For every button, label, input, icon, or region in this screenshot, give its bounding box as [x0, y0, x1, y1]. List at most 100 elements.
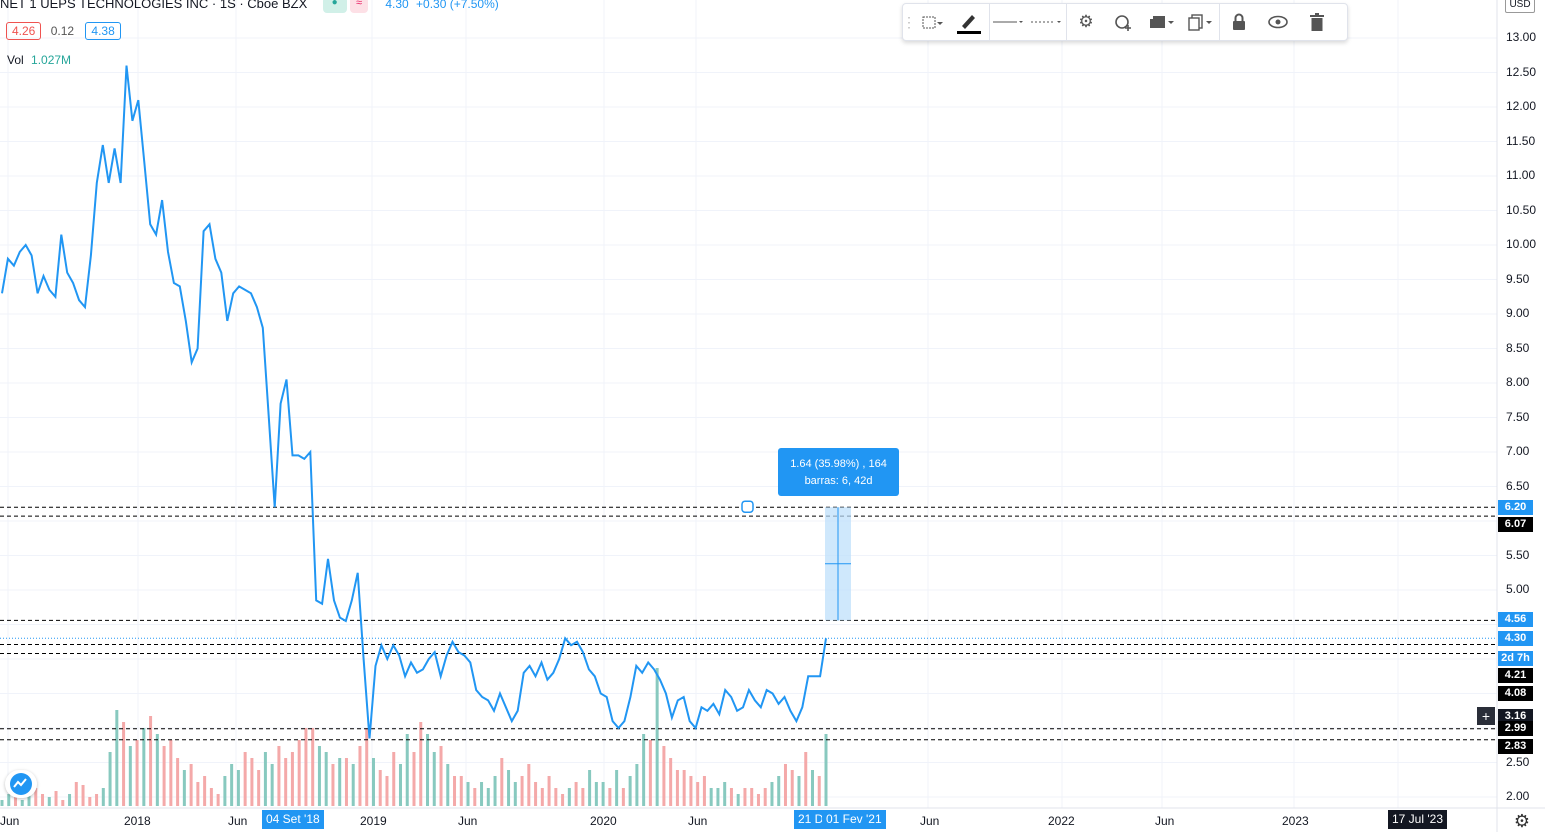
volume-bar [756, 794, 760, 806]
volume-bar [263, 752, 267, 806]
volume-bar [669, 758, 673, 806]
volume-bar [182, 770, 186, 806]
price-axis-label: 5.00 [1506, 582, 1530, 596]
volume-bar [189, 764, 193, 806]
volume-bar [135, 740, 139, 806]
volume-bar [594, 782, 598, 806]
volume-bar [392, 752, 396, 806]
volume-bar [628, 776, 632, 806]
volume-bar [750, 788, 754, 806]
volume-bar [243, 752, 247, 806]
volume-bar [689, 776, 693, 806]
copy-icon[interactable] [1181, 4, 1219, 40]
volume-bar [419, 722, 423, 806]
add-price-level-icon[interactable]: + [1477, 707, 1495, 725]
volume-bar [250, 758, 254, 806]
symbol-title: NET 1 UEPS TECHNOLOGIES INC · 1S · Cboe … [0, 0, 308, 11]
lock-icon[interactable] [1220, 4, 1258, 40]
price-tag: 2d 7h [1498, 651, 1533, 666]
tradingview-logo[interactable] [5, 770, 37, 798]
price-tag: 4.56 [1498, 612, 1533, 627]
volume-bar [507, 770, 511, 806]
price-tag: 6.07 [1498, 517, 1533, 532]
currency-label[interactable]: USD [1505, 0, 1535, 13]
volume-bar [635, 764, 639, 806]
line-style-icon[interactable] [990, 4, 1028, 40]
price-change: +0.30 (+7.50%) [416, 0, 499, 11]
volume-bar [101, 788, 105, 806]
time-axis-label: Jun [0, 814, 20, 828]
price-axis-label: 2.50 [1506, 754, 1530, 769]
time-axis-label: 2019 [360, 814, 387, 828]
volume-bar [574, 782, 578, 806]
volume-bar [567, 788, 571, 806]
volume-bar [588, 770, 592, 806]
volume-bar [716, 788, 720, 806]
settings-icon[interactable]: ⚙ [1078, 12, 1094, 31]
visibility-toggle-icon[interactable]: ● [322, 0, 347, 13]
bid-badge[interactable]: 4.26 [6, 22, 42, 40]
time-axis-label: 2018 [124, 814, 151, 828]
volume-bar [561, 794, 565, 806]
volume-bar [297, 740, 301, 806]
volume-bar [824, 734, 828, 806]
price-tag: 4.21 [1498, 668, 1533, 683]
legend-main: NET 1 UEPS TECHNOLOGIES INC · 1S · Cboe … [0, 0, 499, 13]
legend-quote: 4.26 0.12 4.38 [6, 22, 127, 40]
volume-bar [290, 752, 294, 806]
volume-bar [61, 800, 65, 806]
volume-bar [95, 794, 99, 806]
volume-bar [527, 764, 531, 806]
price-series-line [1, 65, 827, 739]
measure-tooltip-line2: barras: 6, 42d [804, 475, 873, 487]
price-axis-label: 9.00 [1506, 306, 1530, 320]
volume-bar [358, 746, 362, 806]
volume-bar [41, 794, 45, 806]
volume-bar [426, 734, 430, 806]
volume-bar [736, 794, 740, 806]
volume-bar [230, 764, 234, 806]
volume-bar [662, 746, 666, 806]
drag-handle-icon[interactable]: ⋮ [902, 13, 916, 30]
volume-bar [405, 734, 409, 806]
clone-icon[interactable] [1105, 4, 1143, 40]
price-axis-label: 9.50 [1506, 271, 1530, 286]
price-axis-label: 11.00 [1506, 168, 1536, 182]
volume-bar [128, 746, 132, 806]
volume-bar [621, 788, 625, 806]
settings-toggle-icon[interactable]: ≈ [349, 0, 368, 13]
dash-style-icon[interactable] [1028, 4, 1066, 40]
measure-handle [741, 500, 754, 513]
volume-bar [196, 782, 200, 806]
volume-bar [459, 776, 463, 806]
volume-bar [317, 746, 321, 806]
fill-icon[interactable] [1143, 4, 1181, 40]
volume-bar [513, 782, 517, 806]
trash-icon[interactable] [1298, 4, 1336, 40]
measure-tooltip: 1.64 (35.98%) , 164 barras: 6, 42d [778, 448, 899, 496]
time-axis-label: Jun [228, 814, 248, 828]
ask-badge[interactable]: 4.38 [85, 22, 121, 40]
volume-bar [412, 752, 416, 806]
volume-bar [371, 758, 375, 806]
measure-tool-icon[interactable] [915, 4, 949, 40]
price-tag: 6.20 [1498, 500, 1533, 515]
volume-bar [615, 770, 619, 806]
visibility-icon[interactable] [1258, 4, 1298, 40]
pencil-icon[interactable] [949, 4, 989, 40]
chart-settings-gear-icon[interactable]: ⚙ [1513, 811, 1531, 831]
volume-bar [439, 746, 443, 806]
volume-bar [236, 770, 240, 806]
volume-bar [601, 782, 605, 806]
volume-bar [257, 770, 261, 806]
time-tag: 17 Jul '23 [1388, 810, 1447, 829]
volume-bar [473, 788, 477, 806]
volume-bar [7, 794, 11, 806]
volume-bar [729, 788, 733, 806]
volume-bar [338, 758, 342, 806]
volume-bar [74, 782, 78, 806]
volume-bar [783, 764, 787, 806]
volume-bar [155, 734, 159, 806]
price-axis-label: 13.00 [1506, 30, 1537, 44]
